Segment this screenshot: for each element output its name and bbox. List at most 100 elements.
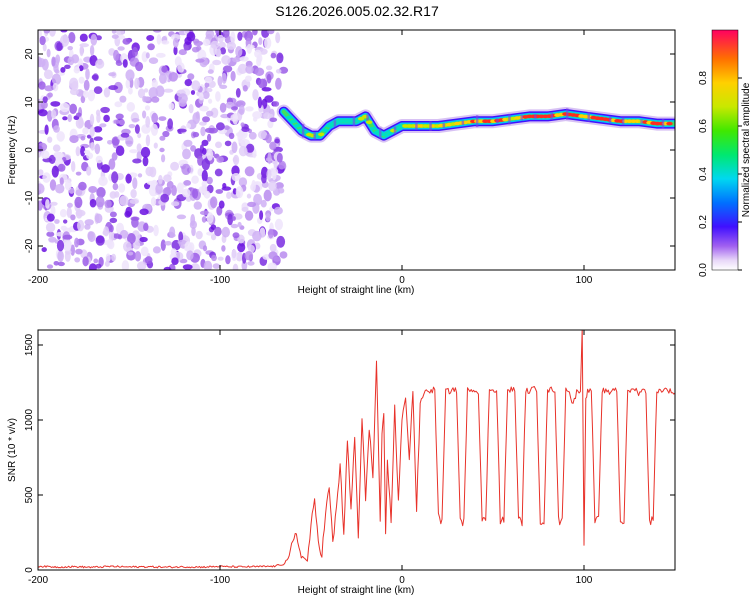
noise-blob xyxy=(193,201,202,210)
noise-blob xyxy=(199,121,207,126)
noise-blob xyxy=(78,181,87,191)
noise-blob xyxy=(265,65,273,71)
noise-blob xyxy=(186,31,196,42)
noise-blob xyxy=(145,116,151,128)
noise-blob xyxy=(158,174,163,185)
noise-blob xyxy=(232,263,239,270)
noise-blob xyxy=(143,88,149,93)
noise-blob xyxy=(62,219,68,224)
noise-blob xyxy=(267,152,272,165)
noise-blob xyxy=(40,101,48,109)
noise-blob xyxy=(44,124,49,135)
noise-blob xyxy=(66,202,73,208)
noise-blob xyxy=(121,260,130,270)
noise-blob xyxy=(195,230,203,240)
noise-blob xyxy=(60,67,66,73)
ridge-streak xyxy=(608,116,612,123)
noise-blob xyxy=(245,65,254,74)
noise-blob xyxy=(139,236,148,243)
noise-blob xyxy=(226,191,232,199)
noise-blob xyxy=(230,31,236,44)
colorbar-tick-label: 0.0 xyxy=(698,263,709,277)
noise-blob xyxy=(231,141,238,154)
noise-blob xyxy=(266,73,272,84)
noise-blob xyxy=(120,132,130,138)
noise-blob xyxy=(51,165,59,178)
noise-blob xyxy=(113,119,121,124)
noise-blob xyxy=(146,180,157,186)
ridge-hotspot xyxy=(326,124,333,128)
noise-blob xyxy=(201,180,207,188)
noise-blob xyxy=(143,96,151,102)
noise-blob xyxy=(170,161,180,171)
noise-blob xyxy=(109,191,117,199)
noise-blob xyxy=(56,152,64,158)
noise-blob xyxy=(177,239,187,245)
noise-blob xyxy=(80,146,86,157)
noise-blob xyxy=(202,147,207,155)
noise-blob xyxy=(202,116,210,123)
ridge-hotspot xyxy=(366,120,373,124)
ridge-streak xyxy=(496,118,499,124)
noise-blob xyxy=(153,224,159,237)
noise-blob xyxy=(57,250,64,262)
noise-blob xyxy=(238,146,248,157)
noise-blob xyxy=(70,214,76,221)
noise-blob xyxy=(210,233,217,241)
noise-blob xyxy=(247,244,255,253)
noise-blob xyxy=(125,69,135,81)
noise-blob xyxy=(221,72,227,84)
noise-blob xyxy=(215,189,224,194)
noise-blob xyxy=(111,171,119,184)
noise-blob xyxy=(46,48,51,58)
spectrogram-x-tick-label: 0 xyxy=(399,275,405,286)
colorbar-tick-label: 0.6 xyxy=(698,119,709,133)
spectrogram-x-axis: -200 -100 0 100 xyxy=(28,30,593,286)
ridge-streak xyxy=(366,114,369,121)
noise-blob xyxy=(41,247,47,253)
snr-x-label: Height of straight line (km) xyxy=(298,585,415,596)
noise-blob xyxy=(225,255,231,265)
noise-blob xyxy=(96,187,106,198)
noise-blob xyxy=(56,42,63,51)
noise-blob xyxy=(125,173,132,184)
noise-blob xyxy=(38,169,44,176)
noise-blob xyxy=(56,131,65,142)
noise-blob xyxy=(205,127,215,133)
noise-blob xyxy=(268,180,277,192)
noise-blob xyxy=(101,164,110,173)
noise-blob xyxy=(214,168,223,177)
snr-y-tick-label: 1500 xyxy=(24,333,35,356)
snr-x-tick-label: 0 xyxy=(399,575,405,586)
noise-blob xyxy=(125,79,131,89)
noise-blob xyxy=(252,111,262,119)
noise-blob xyxy=(170,34,181,41)
noise-blob xyxy=(212,59,222,66)
noise-blob xyxy=(153,30,162,33)
noise-blob xyxy=(38,152,41,158)
noise-blob xyxy=(164,186,172,196)
ridge-streak xyxy=(379,127,382,139)
ridge-streak xyxy=(333,120,337,127)
noise-blob xyxy=(146,35,155,41)
noise-blob xyxy=(86,134,92,139)
noise-blob xyxy=(75,209,83,219)
noise-blob xyxy=(98,176,108,187)
noise-blob xyxy=(214,226,222,237)
ridge-streak xyxy=(429,121,432,131)
noise-blob xyxy=(206,148,214,161)
noise-blob xyxy=(41,58,49,71)
noise-blob xyxy=(275,69,282,74)
noise-blob xyxy=(251,179,256,192)
noise-blob xyxy=(252,89,259,101)
ridge-streak xyxy=(550,112,553,120)
noise-blob xyxy=(116,30,125,36)
noise-blob xyxy=(99,123,107,128)
ridge-streak xyxy=(415,121,418,130)
noise-blob xyxy=(50,109,57,119)
noise-blob xyxy=(187,73,195,80)
noise-blob xyxy=(204,82,210,88)
noise-blob xyxy=(168,102,175,110)
noise-blob xyxy=(62,116,68,121)
noise-blob xyxy=(117,46,125,51)
